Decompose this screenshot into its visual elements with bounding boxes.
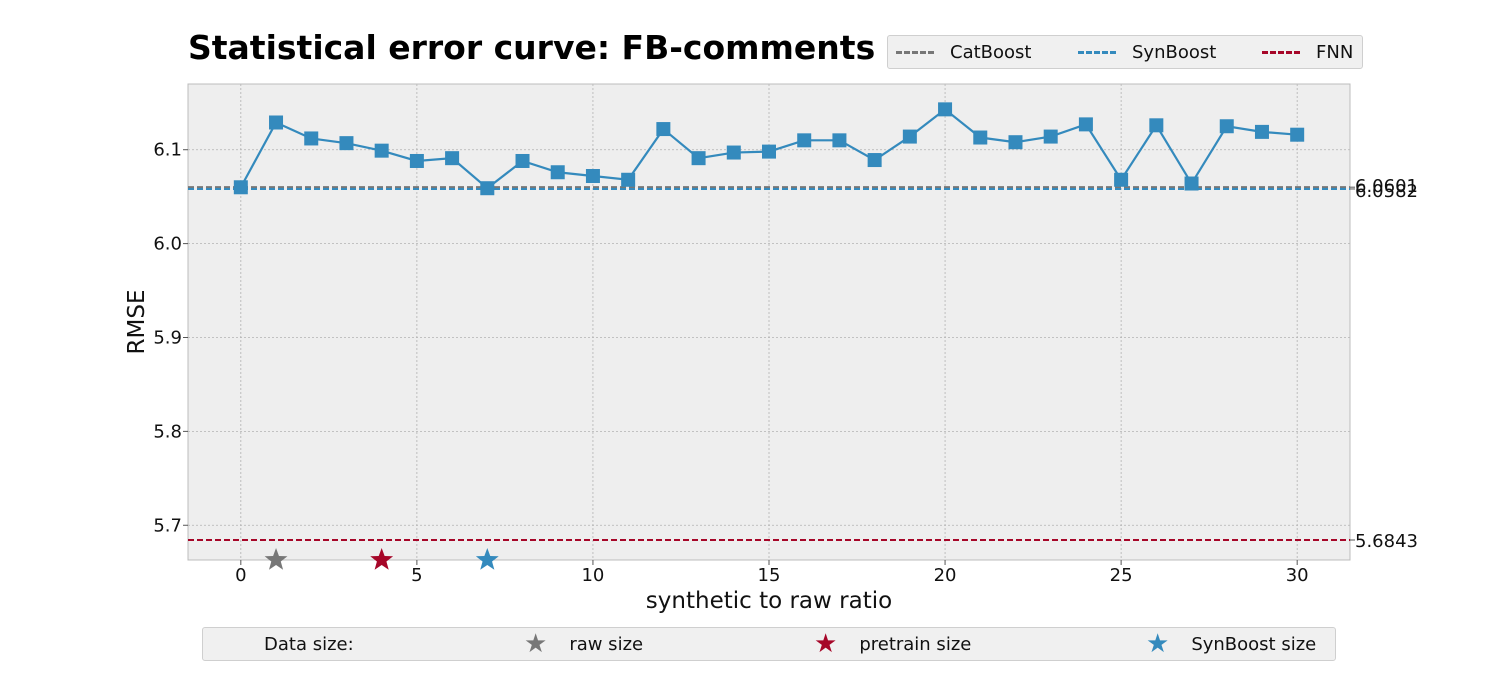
data-point-marker xyxy=(691,151,706,166)
data-point-marker xyxy=(409,153,424,168)
legend-label-fnn: FNN xyxy=(1316,41,1354,63)
data-point-marker xyxy=(656,122,671,137)
data-point-marker xyxy=(621,172,636,187)
data-point-marker xyxy=(1290,127,1305,142)
x-tick-label: 0 xyxy=(235,565,246,586)
data-point-marker xyxy=(973,130,988,145)
data-point-marker xyxy=(1043,129,1058,144)
data-point-marker xyxy=(1254,124,1269,139)
reference-label-synboost: 6.0582 xyxy=(1355,181,1418,202)
y-tick-label: 6.0 xyxy=(153,234,182,255)
legend-item-pretrain-size: ★ pretrain size xyxy=(814,628,971,660)
data-point-marker xyxy=(480,181,495,196)
data-size-legend: Data size: ★ raw size ★ pretrain size ★ … xyxy=(202,627,1336,661)
data-point-marker xyxy=(550,165,565,180)
y-tick-label: 5.7 xyxy=(153,515,182,536)
data-point-marker xyxy=(374,143,389,158)
data-point-marker xyxy=(1219,119,1234,134)
data-point-marker xyxy=(515,153,530,168)
data-point-marker xyxy=(445,151,460,166)
legend-label-pretrain-size: pretrain size xyxy=(859,633,972,655)
x-axis-label: synthetic to raw ratio xyxy=(646,588,892,614)
star-icon: ★ xyxy=(524,629,548,659)
catboost-line-swatch xyxy=(896,50,934,54)
x-tick-label: 30 xyxy=(1286,565,1309,586)
legend-label-catboost: CatBoost xyxy=(950,41,1032,63)
y-tick-label: 5.9 xyxy=(153,327,182,348)
chart-title: Statistical error curve: FB-comments xyxy=(188,28,876,67)
x-tick-label: 15 xyxy=(758,565,781,586)
legend-label-synboost-size: SynBoost size xyxy=(1191,633,1317,655)
data-point-marker xyxy=(269,115,284,130)
x-tick-label: 20 xyxy=(934,565,957,586)
synboost-line-swatch xyxy=(1078,50,1116,54)
data-point-marker xyxy=(339,136,354,151)
x-tick-label: 25 xyxy=(1110,565,1133,586)
legend-label-raw-size: raw size xyxy=(569,633,644,655)
legend-label-synboost: SynBoost xyxy=(1132,41,1217,63)
legend-item-synboost-size: ★ SynBoost size xyxy=(1146,628,1316,660)
fnn-line-swatch xyxy=(1262,50,1300,54)
data-point-marker xyxy=(1078,117,1093,132)
x-tick-label: 10 xyxy=(581,565,604,586)
data-point-marker xyxy=(304,131,319,146)
data-point-marker xyxy=(1149,118,1164,133)
data-point-marker xyxy=(233,180,248,195)
data-point-marker xyxy=(585,169,600,184)
data-point-marker xyxy=(1114,172,1129,187)
reference-label-catboost: 6.0601 xyxy=(1355,176,1418,197)
star-icon: ★ xyxy=(814,629,838,659)
reference-label-fnn: 5.6843 xyxy=(1355,531,1418,552)
data-point-marker xyxy=(797,133,812,148)
y-tick-label: 6.1 xyxy=(153,140,182,161)
data-point-marker xyxy=(1008,135,1023,150)
x-tick-label: 5 xyxy=(411,565,422,586)
data-point-marker xyxy=(867,153,882,168)
legend-item-fnn: FNN xyxy=(1262,36,1353,68)
star-icon: ★ xyxy=(1146,629,1170,659)
legend-item-raw-size: ★ raw size xyxy=(524,628,643,660)
data-point-marker xyxy=(762,144,776,159)
data-point-marker xyxy=(938,102,953,117)
y-tick-label: 5.8 xyxy=(153,421,182,442)
data-point-marker xyxy=(726,145,741,160)
star-marker-raw-size xyxy=(264,548,288,570)
data-point-marker xyxy=(902,129,917,144)
data-point-marker xyxy=(832,133,847,148)
legend-item-catboost: CatBoost xyxy=(896,36,1031,68)
y-axis-label: RMSE xyxy=(124,290,150,355)
data-size-legend-title: Data size: xyxy=(264,633,354,655)
series-legend: CatBoost SynBoost FNN xyxy=(887,35,1363,69)
star-marker-SynBoost-size xyxy=(475,548,499,570)
star-marker-pretrain-size xyxy=(370,548,394,570)
legend-item-synboost: SynBoost xyxy=(1078,36,1216,68)
data-point-marker xyxy=(1184,176,1199,191)
